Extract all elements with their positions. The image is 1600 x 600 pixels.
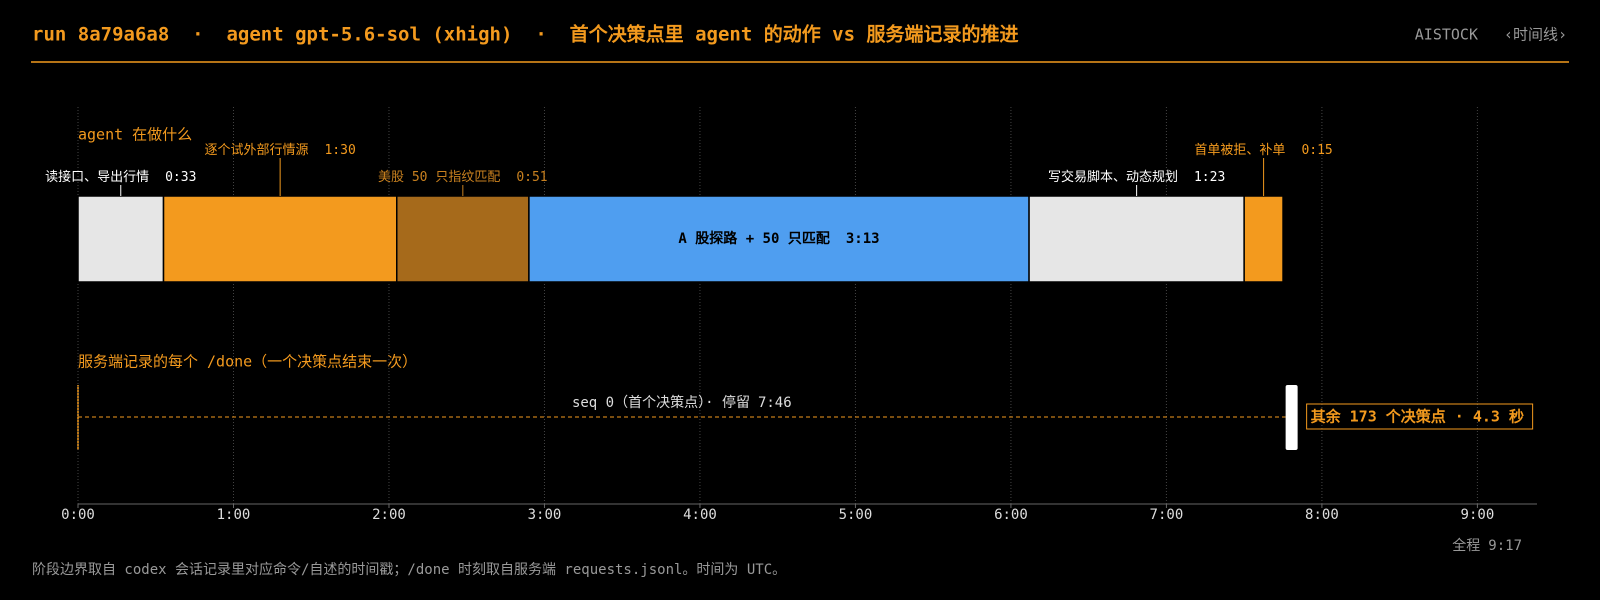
phase-duration: 0:51	[516, 170, 547, 185]
x-tick-label: 4:00	[683, 507, 717, 523]
total-value: 9:17	[1488, 538, 1522, 554]
phase-name: 写交易脚本、动态规划	[1048, 169, 1178, 185]
phase-name: 逐个试外部行情源	[204, 143, 308, 158]
phase-bar	[162, 195, 398, 283]
dwell-label: seq 0（首个决策点）· 停留 7:46	[572, 394, 792, 411]
x-tick-label: 9:00	[1461, 507, 1495, 523]
phase-label: 美股 50 只指纹匹配 0:51	[378, 170, 548, 185]
x-tick-label: 8:00	[1305, 507, 1339, 523]
total-label: 全程 9:17	[1452, 537, 1522, 554]
brand: AISTOCK	[1415, 26, 1478, 44]
x-tick-label: 3:00	[528, 507, 562, 523]
rest-box	[1306, 403, 1534, 430]
x-tick-label: 1:00	[217, 507, 251, 523]
phase-duration: 0:15	[1301, 143, 1332, 158]
x-tick-label: 7:00	[1150, 507, 1184, 523]
lane-title: 服务端记录的每个 /done（一个决策点结束一次）	[78, 353, 417, 371]
phase-bar	[396, 195, 530, 283]
nav-link[interactable]: ‹时间线›	[1504, 26, 1567, 44]
phase-name: 美股 50 只指纹匹配	[378, 170, 500, 185]
phase-duration: 0:33	[165, 170, 196, 185]
x-tick-label: 2:00	[372, 507, 406, 523]
phase-name: 首单被拒、补单	[1194, 143, 1285, 158]
lane-title: agent 在做什么	[78, 126, 192, 144]
page-title: run 8a79a6a8 · agent gpt-5.6-sol (xhigh)…	[32, 23, 1018, 46]
x-tick-label: 5:00	[839, 507, 873, 523]
phase-duration: 1:23	[1194, 170, 1225, 185]
x-tick-label: 6:00	[994, 507, 1028, 523]
dwell-text: seq 0（首个决策点）· 停留	[572, 394, 750, 411]
rest-label: 其余 173 个决策点 · 4.3 秒	[1311, 408, 1524, 426]
dwell-value: 7:46	[758, 395, 792, 411]
x-tick-label: 0:00	[61, 507, 95, 523]
phase-bar	[1028, 195, 1245, 283]
phase-bar	[77, 195, 165, 283]
phase-label: 读接口、导出行情 0:33	[45, 169, 196, 185]
phase-name: A 股探路 + 50 只匹配	[678, 230, 829, 247]
phase-bar	[1243, 195, 1284, 283]
total-name: 全程	[1452, 537, 1480, 554]
phase-duration: 3:13	[846, 231, 880, 247]
phase-bar	[528, 195, 1030, 283]
phase-label: 写交易脚本、动态规划 1:23	[1048, 169, 1225, 185]
rest-block	[1285, 385, 1298, 450]
footnote: 阶段边界取自 codex 会话记录里对应命令/自述的时间戳；/done 时刻取自…	[32, 561, 786, 578]
phase-name: 读接口、导出行情	[45, 169, 149, 185]
phase-label: 逐个试外部行情源 1:30	[204, 143, 355, 158]
phase-label: 首单被拒、补单 0:15	[1194, 143, 1332, 158]
phase-label: A 股探路 + 50 只匹配 3:13	[678, 230, 879, 247]
phase-duration: 1:30	[324, 143, 355, 158]
